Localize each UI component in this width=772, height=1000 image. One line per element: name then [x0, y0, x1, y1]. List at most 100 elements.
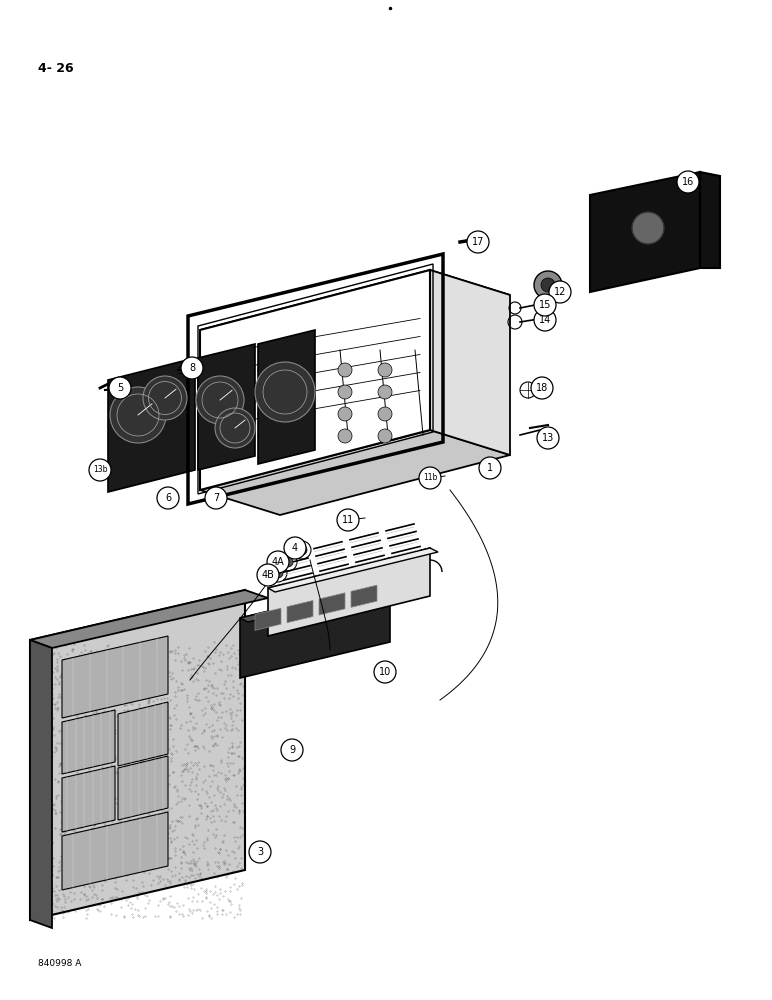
Polygon shape [258, 330, 315, 464]
Circle shape [281, 739, 303, 761]
Circle shape [419, 467, 441, 489]
Circle shape [258, 385, 272, 399]
Polygon shape [700, 172, 720, 268]
Text: 8: 8 [189, 363, 195, 373]
Circle shape [110, 387, 166, 443]
Circle shape [109, 377, 131, 399]
Text: 10: 10 [379, 667, 391, 677]
Polygon shape [200, 270, 430, 490]
Circle shape [298, 407, 312, 421]
Polygon shape [62, 636, 168, 718]
Polygon shape [30, 590, 268, 648]
Circle shape [378, 429, 392, 443]
Circle shape [181, 357, 203, 379]
Circle shape [537, 427, 559, 449]
Polygon shape [108, 358, 195, 492]
Text: 3: 3 [257, 847, 263, 857]
Circle shape [258, 429, 272, 443]
Circle shape [541, 278, 555, 292]
Circle shape [374, 661, 396, 683]
Polygon shape [319, 593, 345, 615]
Circle shape [531, 377, 553, 399]
Text: 17: 17 [472, 237, 484, 247]
Polygon shape [200, 430, 510, 515]
Circle shape [205, 487, 227, 509]
Text: 9: 9 [289, 745, 295, 755]
Circle shape [196, 376, 244, 424]
Text: 840998 A: 840998 A [38, 959, 81, 968]
Circle shape [89, 459, 111, 481]
Polygon shape [240, 582, 400, 622]
Circle shape [549, 281, 571, 303]
Circle shape [258, 363, 272, 377]
Text: 4A: 4A [272, 557, 284, 567]
Circle shape [467, 231, 489, 253]
Circle shape [215, 408, 255, 448]
Text: 13b: 13b [93, 466, 107, 475]
Circle shape [267, 551, 289, 573]
Text: 13: 13 [542, 433, 554, 443]
Polygon shape [268, 548, 438, 592]
Text: 12: 12 [554, 287, 566, 297]
Circle shape [534, 271, 562, 299]
Circle shape [279, 553, 297, 571]
Circle shape [337, 509, 359, 531]
Circle shape [534, 294, 556, 316]
Circle shape [273, 568, 283, 578]
Polygon shape [430, 270, 510, 455]
Polygon shape [200, 270, 510, 355]
Circle shape [632, 212, 664, 244]
Circle shape [338, 385, 352, 399]
Circle shape [269, 564, 287, 582]
Polygon shape [590, 172, 700, 292]
Text: 7: 7 [213, 493, 219, 503]
Polygon shape [62, 710, 115, 774]
Circle shape [378, 407, 392, 421]
Text: 4: 4 [292, 543, 298, 553]
Circle shape [479, 457, 501, 479]
Circle shape [255, 362, 315, 422]
Circle shape [298, 385, 312, 399]
Circle shape [298, 363, 312, 377]
Polygon shape [62, 812, 168, 890]
Circle shape [378, 385, 392, 399]
Circle shape [293, 541, 311, 559]
Circle shape [257, 564, 279, 586]
Text: 4B: 4B [262, 570, 274, 580]
Circle shape [249, 841, 271, 863]
Polygon shape [62, 766, 115, 832]
Polygon shape [118, 756, 168, 820]
Text: 1: 1 [487, 463, 493, 473]
Polygon shape [118, 702, 168, 766]
Text: 6: 6 [165, 493, 171, 503]
Circle shape [283, 557, 293, 567]
Circle shape [157, 487, 179, 509]
Text: 5: 5 [117, 383, 123, 393]
Text: 4- 26: 4- 26 [38, 62, 73, 75]
Polygon shape [198, 344, 255, 470]
Text: 14: 14 [539, 315, 551, 325]
Text: 11b: 11b [423, 474, 437, 483]
Circle shape [297, 545, 307, 555]
Circle shape [298, 429, 312, 443]
Circle shape [143, 376, 187, 420]
Text: 15: 15 [539, 300, 551, 310]
Circle shape [534, 309, 556, 331]
Circle shape [677, 171, 699, 193]
Circle shape [378, 363, 392, 377]
Text: 11: 11 [342, 515, 354, 525]
Circle shape [284, 537, 306, 559]
Text: 16: 16 [682, 177, 694, 187]
Polygon shape [30, 640, 52, 928]
Polygon shape [255, 608, 281, 630]
Circle shape [258, 407, 272, 421]
Circle shape [338, 363, 352, 377]
Polygon shape [351, 585, 377, 607]
Circle shape [338, 429, 352, 443]
Polygon shape [30, 590, 245, 920]
Polygon shape [240, 582, 390, 678]
Polygon shape [287, 600, 313, 623]
Text: 18: 18 [536, 383, 548, 393]
Polygon shape [268, 548, 430, 636]
Circle shape [338, 407, 352, 421]
